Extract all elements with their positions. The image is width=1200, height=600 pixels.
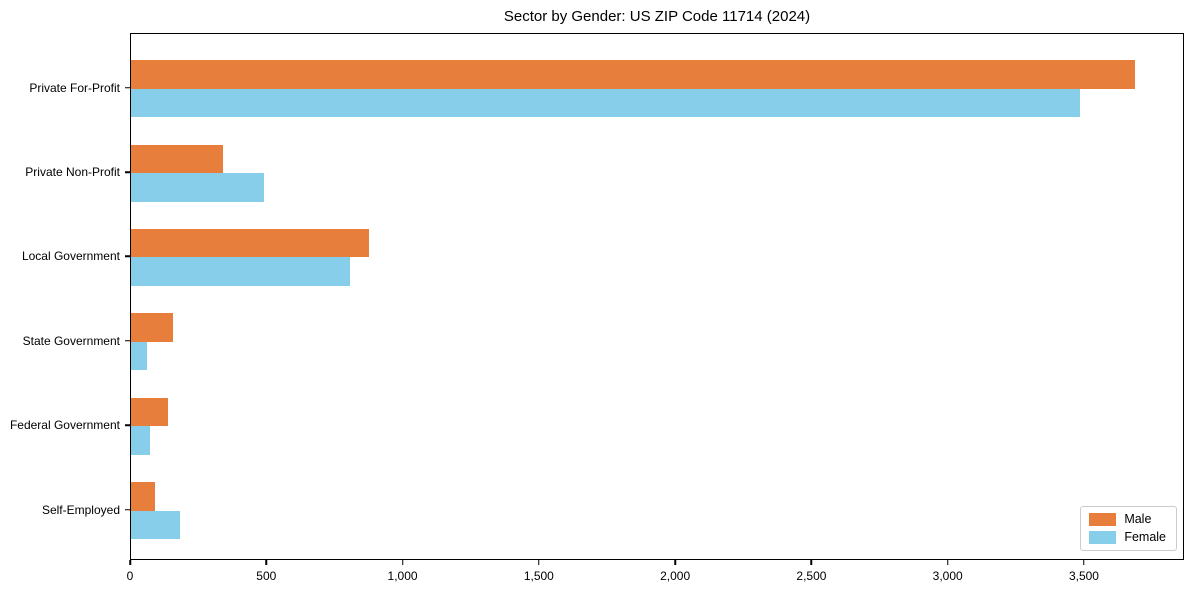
legend-entry: Male xyxy=(1089,513,1166,526)
legend-swatch-male xyxy=(1089,513,1117,526)
x-tick-label: 1,500 xyxy=(523,569,554,583)
legend-swatch-female xyxy=(1089,531,1117,544)
chart-title: Sector by Gender: US ZIP Code 11714 (202… xyxy=(503,8,811,25)
legend-label: Female xyxy=(1124,530,1166,544)
plot-area: Male Female xyxy=(130,33,1184,560)
bar-female xyxy=(131,426,151,455)
legend: Male Female xyxy=(1080,506,1177,551)
bar-male xyxy=(131,60,1135,89)
y-axis-label: Federal Government xyxy=(9,418,120,433)
bar-female xyxy=(131,173,265,202)
x-tick-mark xyxy=(674,560,676,565)
bar-female xyxy=(131,510,180,540)
x-tick-mark xyxy=(265,560,268,565)
y-tick-mark xyxy=(125,86,130,89)
y-tick-mark xyxy=(125,255,130,258)
legend-entry: Female xyxy=(1089,531,1166,544)
y-tick-mark xyxy=(125,508,130,511)
x-tick-mark xyxy=(946,560,949,565)
bar-female xyxy=(131,257,350,286)
y-axis-label: Local Government xyxy=(21,249,120,264)
y-tick-mark xyxy=(125,424,130,426)
legend-label: Male xyxy=(1124,512,1152,526)
y-axis-label: State Government xyxy=(22,333,120,348)
y-axis-label: Self-Employed xyxy=(41,502,120,517)
bar-female xyxy=(131,341,148,371)
x-tick-label: 500 xyxy=(256,569,277,583)
x-tick-mark xyxy=(129,560,131,565)
bar-male xyxy=(131,228,370,258)
x-tick-mark xyxy=(1083,560,1085,565)
bar-male xyxy=(131,482,156,511)
x-tick-label: 2,000 xyxy=(660,569,691,583)
x-tick-label: 0 xyxy=(126,569,134,583)
x-tick-label: 3,000 xyxy=(932,569,963,583)
bar-female xyxy=(131,88,1081,118)
x-tick-label: 1,000 xyxy=(387,569,418,583)
x-tick-label: 3,500 xyxy=(1068,569,1099,583)
y-axis-label: Private For-Profit xyxy=(29,80,120,95)
bar-male xyxy=(131,397,168,427)
x-tick-label: 2,500 xyxy=(796,569,827,583)
y-tick-mark xyxy=(125,171,130,173)
bar-male xyxy=(131,313,174,342)
bar-male xyxy=(131,144,224,173)
x-tick-mark xyxy=(810,560,813,565)
x-tick-mark xyxy=(401,560,404,565)
y-axis-label: Private Non-Profit xyxy=(25,165,120,179)
y-tick-mark xyxy=(125,340,130,342)
x-tick-mark xyxy=(538,560,540,565)
